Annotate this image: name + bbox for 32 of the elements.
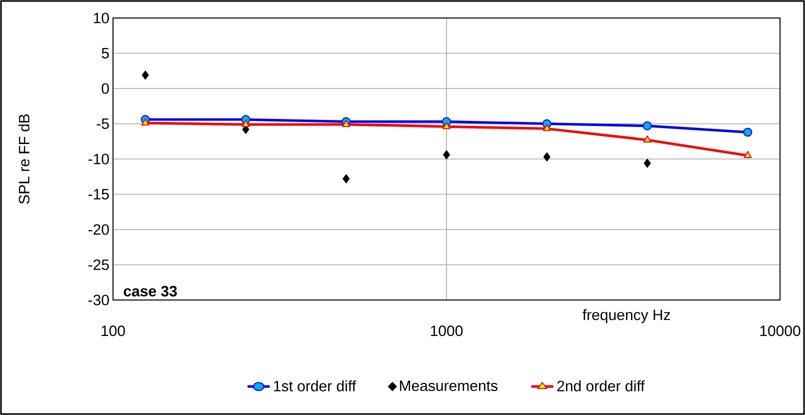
y-tick-label: 10 [94,12,109,24]
x-tick-label: 100 [102,326,125,336]
point [643,135,652,142]
y-tick-label: -30 [88,294,109,306]
point [744,150,752,158]
y-tick-label: -25 [88,259,109,270]
point [142,70,149,80]
x-axis-title: frequency Hz [582,309,670,324]
point [141,118,150,126]
annotation: case 33 [124,286,177,296]
legend-label: 1st order diff [274,380,356,392]
point [542,124,551,132]
y-tick-label: -20 [88,224,109,235]
point [543,152,550,162]
legend-label: Measurements [400,380,498,392]
point [242,120,250,127]
point [642,121,652,130]
point [644,158,651,168]
point [442,122,450,130]
y-tick-label: 5 [102,48,109,58]
y-tick-label: -5 [96,118,109,129]
x-tick-label: 10000 [760,326,800,336]
y-tick-label: -15 [88,189,109,200]
x-tick-label: 1000 [430,326,463,336]
point [442,150,450,160]
y-tick-label: 0 [102,83,109,94]
point [342,174,350,184]
y-axis-title: SPL re FF dB [18,114,30,204]
legend-label: 2nd order diff [557,380,645,392]
point [342,120,350,127]
point [743,128,752,137]
y-tick-label: -10 [88,154,109,164]
